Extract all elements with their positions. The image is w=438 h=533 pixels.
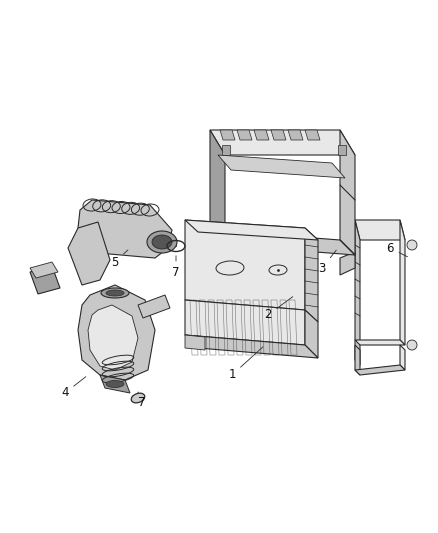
Ellipse shape [106, 381, 124, 387]
Ellipse shape [131, 393, 145, 403]
Polygon shape [185, 335, 205, 350]
Polygon shape [340, 130, 355, 255]
Polygon shape [88, 305, 138, 370]
Circle shape [407, 240, 417, 250]
Polygon shape [210, 230, 355, 255]
Polygon shape [218, 155, 345, 178]
Polygon shape [355, 220, 360, 365]
Text: 4: 4 [61, 377, 86, 400]
Polygon shape [185, 220, 305, 310]
Polygon shape [30, 262, 58, 278]
Ellipse shape [101, 288, 129, 298]
Text: 1: 1 [228, 347, 263, 382]
Polygon shape [305, 310, 318, 358]
Polygon shape [340, 252, 355, 275]
Polygon shape [78, 285, 155, 380]
Polygon shape [30, 266, 60, 294]
Polygon shape [78, 200, 172, 258]
Polygon shape [138, 295, 170, 318]
Polygon shape [355, 345, 360, 375]
Polygon shape [237, 130, 252, 140]
Text: 2: 2 [264, 297, 293, 321]
Ellipse shape [152, 235, 172, 249]
Polygon shape [185, 220, 318, 240]
Circle shape [407, 340, 417, 350]
Polygon shape [305, 228, 318, 322]
Ellipse shape [147, 231, 177, 253]
Polygon shape [338, 145, 346, 155]
Text: 6: 6 [386, 241, 407, 257]
Polygon shape [185, 335, 318, 358]
Text: 5: 5 [111, 250, 128, 269]
Text: 7: 7 [138, 392, 146, 408]
Text: 7: 7 [172, 256, 180, 279]
Polygon shape [355, 365, 405, 375]
Polygon shape [210, 130, 225, 245]
Polygon shape [288, 130, 303, 140]
Polygon shape [68, 222, 110, 285]
Text: 3: 3 [318, 250, 336, 274]
Polygon shape [355, 220, 405, 240]
Polygon shape [400, 220, 405, 345]
Polygon shape [100, 375, 130, 393]
Polygon shape [271, 130, 286, 140]
Polygon shape [220, 130, 235, 140]
Polygon shape [400, 345, 405, 370]
Polygon shape [210, 130, 355, 155]
Ellipse shape [106, 290, 124, 296]
Polygon shape [254, 130, 269, 140]
Polygon shape [355, 340, 405, 345]
Polygon shape [222, 145, 230, 155]
Polygon shape [305, 130, 320, 140]
Polygon shape [185, 300, 305, 345]
